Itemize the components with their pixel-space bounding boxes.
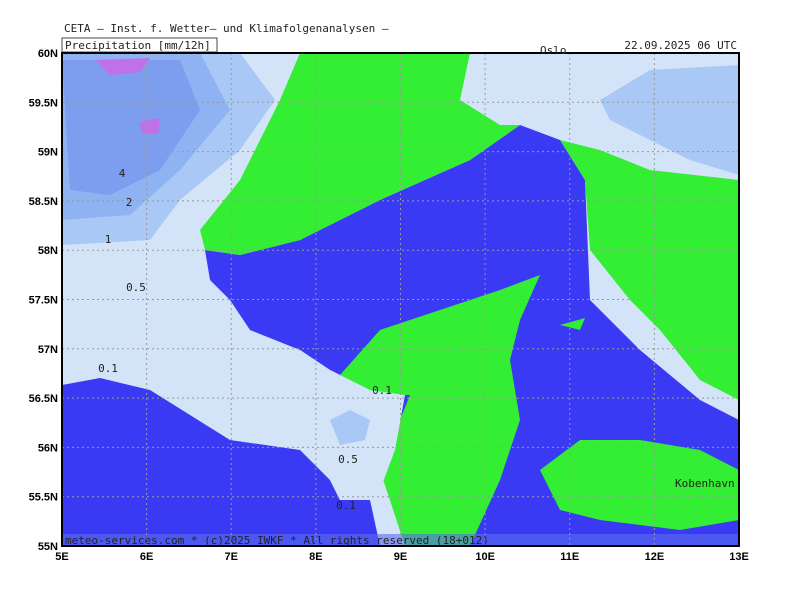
rain-max — [95, 58, 150, 75]
x-tick-label: 11E — [560, 551, 579, 563]
place-label: Kobenhavn — [675, 477, 735, 490]
rain-05 — [600, 65, 739, 175]
x-tick-label: 5E — [55, 551, 68, 563]
rain-2 — [62, 60, 200, 195]
y-tick-label: 56.5N — [29, 393, 58, 405]
y-tick-label: 55N — [38, 541, 58, 553]
contour-label: 0.1 — [98, 362, 118, 375]
contour-label: 2 — [126, 196, 133, 209]
x-tick-label: 10E — [475, 551, 495, 563]
y-tick-label: 59.5N — [29, 97, 58, 109]
x-tick-label: 6E — [140, 551, 153, 563]
map-frame — [61, 52, 740, 547]
land — [540, 440, 739, 530]
contour-label: 0.1 — [336, 499, 356, 512]
rain-05 — [330, 410, 370, 445]
date-label: 22.09.2025 06 UTC — [624, 39, 737, 52]
x-tick-label: 8E — [309, 551, 322, 563]
land — [560, 140, 739, 400]
sea — [62, 378, 380, 546]
footer: meteo-services.com * (c)2025 IWKF * All … — [65, 534, 489, 547]
y-tick-label: 57N — [38, 344, 58, 356]
contour-label: 4 — [119, 167, 126, 180]
y-tick-label: 56N — [38, 442, 58, 454]
y-tick-label: 60N — [38, 48, 58, 60]
contour-label: 1 — [105, 233, 112, 246]
map-area: 4 2 1 0.5 0.1 0.1 0.5 0.1 — [62, 53, 739, 546]
y-tick-label: 59N — [38, 147, 58, 159]
y-tick-label: 58.5N — [29, 196, 58, 208]
land — [340, 275, 540, 546]
field-label: Precipitation [mm/12h] — [65, 39, 211, 52]
x-tick-label: 9E — [394, 551, 407, 563]
place-label: Oslo — [540, 44, 567, 57]
y-tick-label: 58N — [38, 245, 58, 257]
header-title: CETA — Inst. f. Wetter— und Klimafolgena… — [64, 22, 389, 35]
y-tick-label: 55.5N — [29, 492, 58, 504]
contour-label: 0.1 — [372, 384, 392, 397]
land — [200, 53, 520, 255]
land — [560, 318, 585, 330]
x-tick-label: 7E — [225, 551, 238, 563]
contour-label: 0.5 — [338, 453, 358, 466]
y-tick-label: 57.5N — [29, 295, 58, 307]
rain-max — [140, 118, 160, 134]
contour-label: 0.5 — [126, 281, 146, 294]
x-tick-label: 13E — [729, 551, 749, 563]
x-tick-label: 12E — [645, 551, 665, 563]
